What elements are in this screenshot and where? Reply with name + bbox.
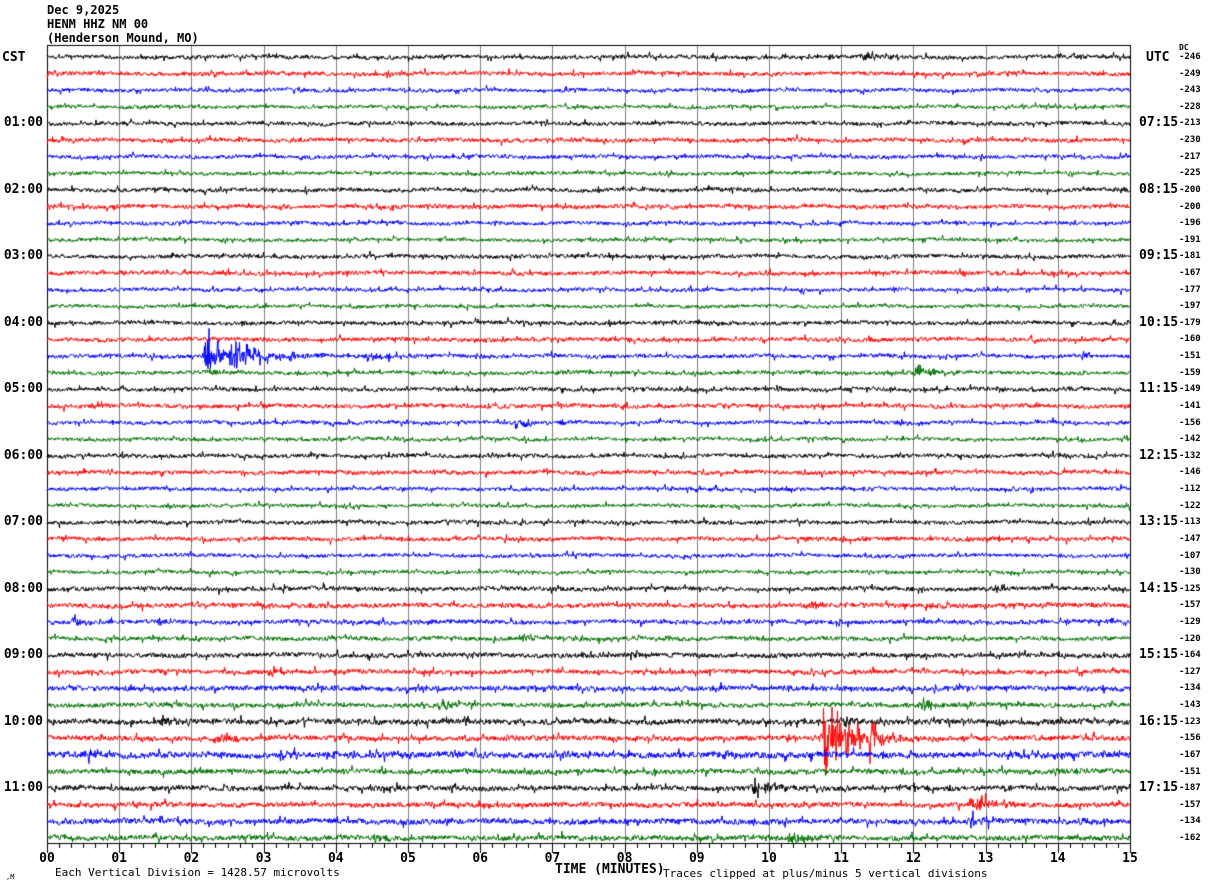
dc-offset-label: -113 — [1179, 517, 1201, 528]
dc-offset-label: -156 — [1179, 733, 1201, 744]
x-tick-label: 14 — [1049, 851, 1066, 866]
right-axis-header: UTC — [1146, 50, 1170, 65]
x-tick-label: 12 — [905, 851, 922, 866]
utc-label: 08:15 — [1139, 181, 1179, 197]
dc-offset-label: -225 — [1179, 168, 1201, 179]
x-tick-label: 03 — [255, 851, 272, 866]
clip-note: Traces clipped at plus/minus 5 vertical … — [663, 867, 988, 880]
utc-label: 11:15 — [1139, 381, 1179, 397]
dc-offset-label: -230 — [1179, 135, 1201, 146]
utc-label: 16:15 — [1139, 713, 1179, 729]
dc-offset-label: -196 — [1179, 218, 1201, 229]
x-tick-label: 13 — [977, 851, 994, 866]
dc-offset-header: DC — [1179, 43, 1189, 52]
dc-offset-label: -187 — [1179, 783, 1201, 794]
x-tick-label: 08 — [616, 851, 633, 866]
dc-offset-label: -164 — [1179, 650, 1201, 661]
dc-offset-label: -177 — [1179, 284, 1201, 295]
dc-offset-label: -125 — [1179, 583, 1201, 594]
dc-offset-label: -134 — [1179, 816, 1201, 827]
utc-label: 14:15 — [1139, 580, 1179, 596]
x-tick-label: 15 — [1122, 851, 1138, 866]
dc-offset-label: -200 — [1179, 201, 1201, 212]
x-tick-label: 06 — [472, 851, 489, 866]
dc-offset-label: -167 — [1179, 749, 1201, 760]
x-tick-label: 10 — [761, 851, 777, 866]
utc-label: 15:15 — [1139, 647, 1179, 663]
dc-offset-label: -157 — [1179, 799, 1201, 810]
left-axis-header: CST — [2, 50, 26, 65]
dc-offset-label: -179 — [1179, 317, 1201, 328]
title-station: HENM HHZ NM 00 — [47, 17, 149, 31]
dc-offset-label: -127 — [1179, 666, 1201, 677]
title-block: Dec 9,2025 HENM HHZ NM 00 (Henderson Mou… — [47, 3, 199, 45]
corner-mark: ,M — [6, 873, 15, 881]
title-location: (Henderson Mound, MO) — [47, 31, 199, 45]
dc-offset-label: -249 — [1179, 68, 1201, 79]
x-tick-label: 11 — [833, 851, 850, 866]
utc-label: 17:15 — [1139, 780, 1179, 796]
dc-offset-label: -129 — [1179, 616, 1201, 627]
cst-label: 09:00 — [3, 647, 43, 663]
dc-offset-label: -141 — [1179, 400, 1201, 411]
x-tick-label: 05 — [400, 851, 416, 866]
x-tick-label: 07 — [544, 851, 561, 866]
dc-offset-label: -134 — [1179, 683, 1201, 694]
dc-offset-label: -181 — [1179, 251, 1201, 262]
dc-offset-label: -120 — [1179, 633, 1201, 644]
dc-offset-label: -147 — [1179, 533, 1201, 544]
cst-label: 06:00 — [3, 447, 43, 463]
cst-label: 03:00 — [3, 248, 43, 264]
dc-offset-label: -151 — [1179, 351, 1201, 362]
title-date: Dec 9,2025 — [47, 3, 120, 17]
dc-offset-label: -149 — [1179, 384, 1201, 395]
dc-offset-label: -146 — [1179, 467, 1201, 478]
vertical-scale-note: Each Vertical Division = 1428.57 microvo… — [55, 866, 340, 879]
x-tick-label: 01 — [111, 851, 128, 866]
utc-label: 12:15 — [1139, 447, 1179, 463]
cst-label: 04:00 — [3, 314, 43, 330]
dc-offset-label: -191 — [1179, 234, 1201, 245]
cst-label: 05:00 — [3, 381, 43, 397]
dc-offset-label: -107 — [1179, 550, 1201, 561]
dc-offset-label: -122 — [1179, 500, 1201, 511]
dc-offset-label: -228 — [1179, 101, 1201, 112]
dc-offset-label: -142 — [1179, 434, 1201, 445]
dc-offset-label: -130 — [1179, 567, 1201, 578]
x-tick-label: 02 — [183, 851, 200, 866]
x-axis-title: TIME (MINUTES) — [555, 862, 665, 877]
cst-label: 01:00 — [3, 115, 43, 131]
dc-offset-label: -243 — [1179, 85, 1201, 96]
x-tick-label: 00 — [39, 851, 55, 866]
cst-label: 02:00 — [3, 181, 43, 197]
dc-offset-label: -123 — [1179, 716, 1201, 727]
dc-offset-label: -162 — [1179, 833, 1201, 843]
dc-offset-label: -197 — [1179, 301, 1201, 312]
dc-offset-label: -156 — [1179, 417, 1201, 428]
dc-offset-label: -213 — [1179, 118, 1201, 129]
dc-offset-label: -200 — [1179, 184, 1201, 195]
cst-label: 08:00 — [3, 580, 43, 596]
dc-offset-label: -112 — [1179, 484, 1201, 495]
utc-label: 07:15 — [1139, 115, 1179, 131]
cst-label: 10:00 — [3, 713, 43, 729]
cst-label: 11:00 — [3, 780, 43, 796]
dc-offset-label: -160 — [1179, 334, 1201, 345]
dc-offset-label: -217 — [1179, 151, 1201, 162]
dc-offset-label: -151 — [1179, 766, 1201, 777]
dc-offset-label: -167 — [1179, 268, 1201, 279]
x-tick-label: 09 — [688, 851, 705, 866]
dc-offset-label: -246 — [1179, 52, 1201, 62]
cst-label: 07:00 — [3, 514, 43, 530]
dc-offset-label: -132 — [1179, 450, 1201, 461]
utc-label: 09:15 — [1139, 248, 1179, 264]
x-tick-label: 04 — [327, 851, 344, 866]
dc-offset-label: -157 — [1179, 600, 1201, 611]
utc-label: 13:15 — [1139, 514, 1179, 530]
utc-label: 10:15 — [1139, 314, 1179, 330]
dc-offset-label: -143 — [1179, 700, 1201, 711]
dc-offset-label: -159 — [1179, 367, 1201, 378]
